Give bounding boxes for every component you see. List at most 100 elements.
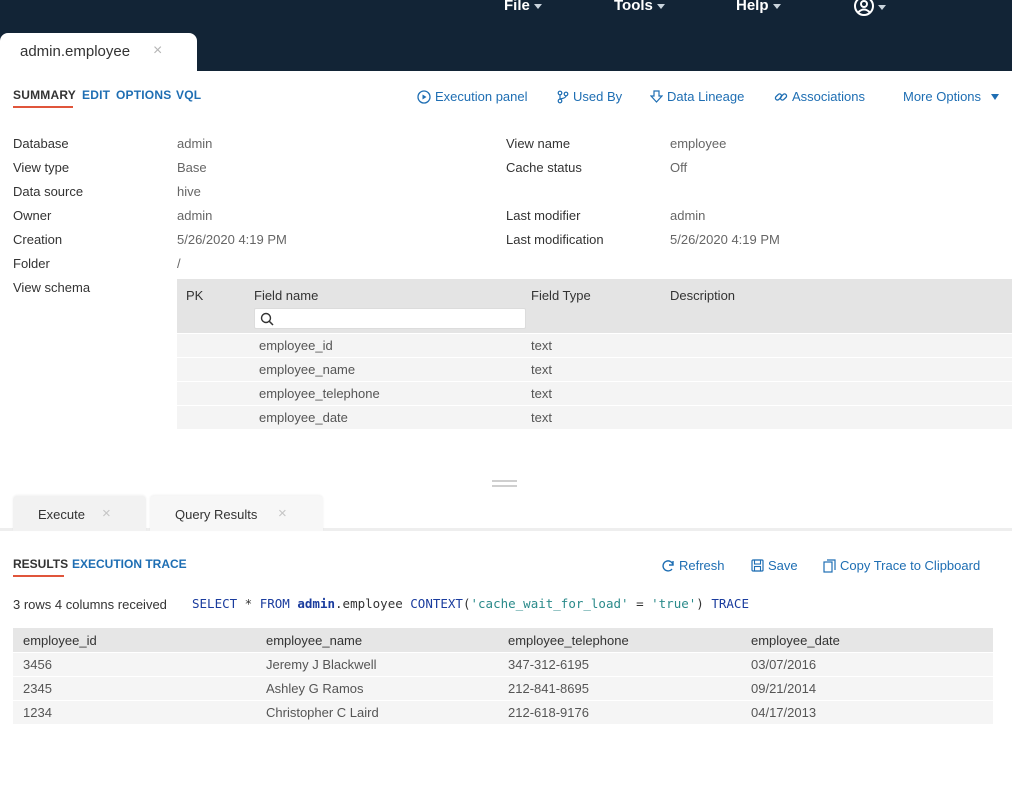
execution-panel-label: Execution panel bbox=[435, 89, 528, 104]
refresh-label: Refresh bbox=[679, 558, 725, 573]
chevron-down-icon bbox=[772, 4, 781, 9]
table-cell: 04/17/2013 bbox=[751, 705, 817, 720]
query-trace: TRACE bbox=[711, 596, 749, 611]
query-from: FROM bbox=[259, 596, 290, 611]
creation-value: 5/26/2020 4:19 PM bbox=[177, 232, 287, 247]
query-results-tab-label: Query Results bbox=[175, 507, 258, 522]
query-val: 'true' bbox=[651, 596, 697, 611]
used-by-label: Used By bbox=[573, 89, 623, 104]
save-button[interactable]: Save bbox=[751, 558, 798, 573]
tools-menu-label: Tools bbox=[614, 0, 653, 14]
execute-tab-label: Execute bbox=[38, 507, 85, 522]
user-icon bbox=[854, 0, 874, 16]
query-text: SELECT * FROM admin.employee CONTEXT('ca… bbox=[192, 596, 749, 611]
table-cell: Jeremy J Blackwell bbox=[266, 657, 377, 672]
chevron-down-icon bbox=[656, 4, 665, 9]
table-cell: Christopher C Laird bbox=[266, 705, 379, 720]
field-type-cell: text bbox=[531, 362, 552, 377]
used-by-button[interactable]: Used By bbox=[557, 89, 622, 104]
copy-trace-button[interactable]: Copy Trace to Clipboard bbox=[823, 558, 980, 573]
data-lineage-button[interactable]: Data Lineage bbox=[650, 89, 744, 104]
field-name-cell: employee_date bbox=[259, 410, 348, 425]
tab-execute[interactable]: Execute × bbox=[13, 496, 146, 531]
column-header[interactable]: employee_date bbox=[751, 633, 840, 648]
query-key: 'cache_wait_for_load' bbox=[470, 596, 629, 611]
more-options-label: More Options bbox=[903, 89, 982, 104]
table-cell: 03/07/2016 bbox=[751, 657, 817, 672]
last-modifier-label: Last modifier bbox=[506, 208, 581, 223]
data-source-label: Data source bbox=[13, 184, 84, 199]
refresh-button[interactable]: Refresh bbox=[661, 558, 725, 573]
column-header[interactable]: employee_name bbox=[266, 633, 363, 648]
top-bar: File Tools Help admin.employee × bbox=[0, 0, 1012, 71]
branch-icon bbox=[557, 90, 569, 103]
tab-execution-trace[interactable]: EXECUTION TRACE bbox=[72, 557, 187, 571]
field-type-cell: text bbox=[531, 386, 552, 401]
tab-options[interactable]: OPTIONS bbox=[116, 88, 172, 102]
rows-received-info: 3 rows 4 columns received bbox=[13, 597, 167, 612]
help-menu[interactable]: Help bbox=[736, 0, 781, 14]
link-icon bbox=[774, 92, 788, 101]
field-type-header: Field Type bbox=[531, 288, 591, 303]
view-type-label: View type bbox=[13, 160, 70, 175]
column-header[interactable]: employee_telephone bbox=[508, 633, 629, 648]
owner-label: Owner bbox=[13, 208, 52, 223]
cache-status-label: Cache status bbox=[506, 160, 582, 175]
column-header[interactable]: employee_id bbox=[23, 633, 97, 648]
table-cell: Ashley G Ramos bbox=[266, 681, 364, 696]
field-type-cell: text bbox=[531, 410, 552, 425]
chevron-down-icon bbox=[878, 4, 886, 10]
schema-row[interactable]: employee_telephone text bbox=[177, 381, 1012, 405]
table-row[interactable]: 1234 Christopher C Laird 212-618-9176 04… bbox=[13, 700, 993, 724]
more-options-button[interactable]: More Options bbox=[903, 89, 1000, 104]
play-circle-icon bbox=[417, 89, 431, 104]
close-icon[interactable]: × bbox=[278, 505, 287, 522]
user-menu[interactable] bbox=[853, 0, 886, 17]
tab-edit[interactable]: EDIT bbox=[82, 88, 111, 102]
tab-vql[interactable]: VQL bbox=[176, 88, 202, 102]
schema-row[interactable]: employee_id text bbox=[177, 333, 1012, 357]
file-menu[interactable]: File bbox=[504, 0, 542, 14]
pk-header: PK bbox=[186, 288, 204, 303]
active-tab-indicator bbox=[13, 575, 64, 577]
folder-value: / bbox=[177, 256, 181, 271]
query-context: CONTEXT bbox=[410, 596, 463, 611]
table-cell: 2345 bbox=[23, 681, 52, 696]
view-name-label: View name bbox=[506, 136, 571, 151]
close-icon[interactable]: × bbox=[102, 505, 111, 522]
panel-resize-handle[interactable] bbox=[492, 480, 517, 488]
table-cell: 212-618-9176 bbox=[508, 705, 589, 720]
last-modifier-value: admin bbox=[670, 208, 706, 223]
copy-trace-label: Copy Trace to Clipboard bbox=[840, 558, 981, 573]
view-name-value: employee bbox=[670, 136, 727, 151]
chevron-down-icon bbox=[533, 4, 542, 9]
field-name-cell: employee_id bbox=[259, 338, 333, 353]
execution-panel-button[interactable]: Execution panel bbox=[417, 89, 528, 104]
query-star: * bbox=[237, 596, 260, 611]
schema-row[interactable]: employee_date text bbox=[177, 405, 1012, 429]
associations-label: Associations bbox=[792, 89, 865, 104]
close-icon[interactable]: × bbox=[153, 42, 163, 59]
tools-menu[interactable]: Tools bbox=[614, 0, 665, 14]
table-row[interactable]: 2345 Ashley G Ramos 212-841-8695 09/21/2… bbox=[13, 676, 993, 700]
creation-label: Creation bbox=[13, 232, 63, 247]
refresh-icon bbox=[662, 559, 674, 572]
query-close: ) bbox=[696, 596, 712, 611]
tab-query-results[interactable]: Query Results × bbox=[150, 496, 323, 531]
table-cell: 09/21/2014 bbox=[751, 681, 817, 696]
table-cell: 212-841-8695 bbox=[508, 681, 589, 696]
database-value: admin bbox=[177, 136, 213, 151]
field-search-box bbox=[254, 308, 526, 329]
query-open: ( bbox=[462, 596, 471, 611]
view-type-value: Base bbox=[177, 160, 207, 175]
table-row[interactable]: 3456 Jeremy J Blackwell 347-312-6195 03/… bbox=[13, 652, 993, 676]
tab-results[interactable]: RESULTS bbox=[13, 557, 69, 571]
field-search-input[interactable] bbox=[255, 309, 525, 328]
schema-row[interactable]: employee_name text bbox=[177, 357, 1012, 381]
associations-button[interactable]: Associations bbox=[774, 89, 865, 104]
tab-summary[interactable]: SUMMARY bbox=[13, 88, 76, 102]
copy-icon bbox=[823, 558, 836, 573]
save-icon bbox=[751, 559, 764, 572]
document-tab-admin-employee[interactable]: admin.employee × bbox=[0, 33, 197, 71]
data-lineage-label: Data Lineage bbox=[667, 89, 745, 104]
